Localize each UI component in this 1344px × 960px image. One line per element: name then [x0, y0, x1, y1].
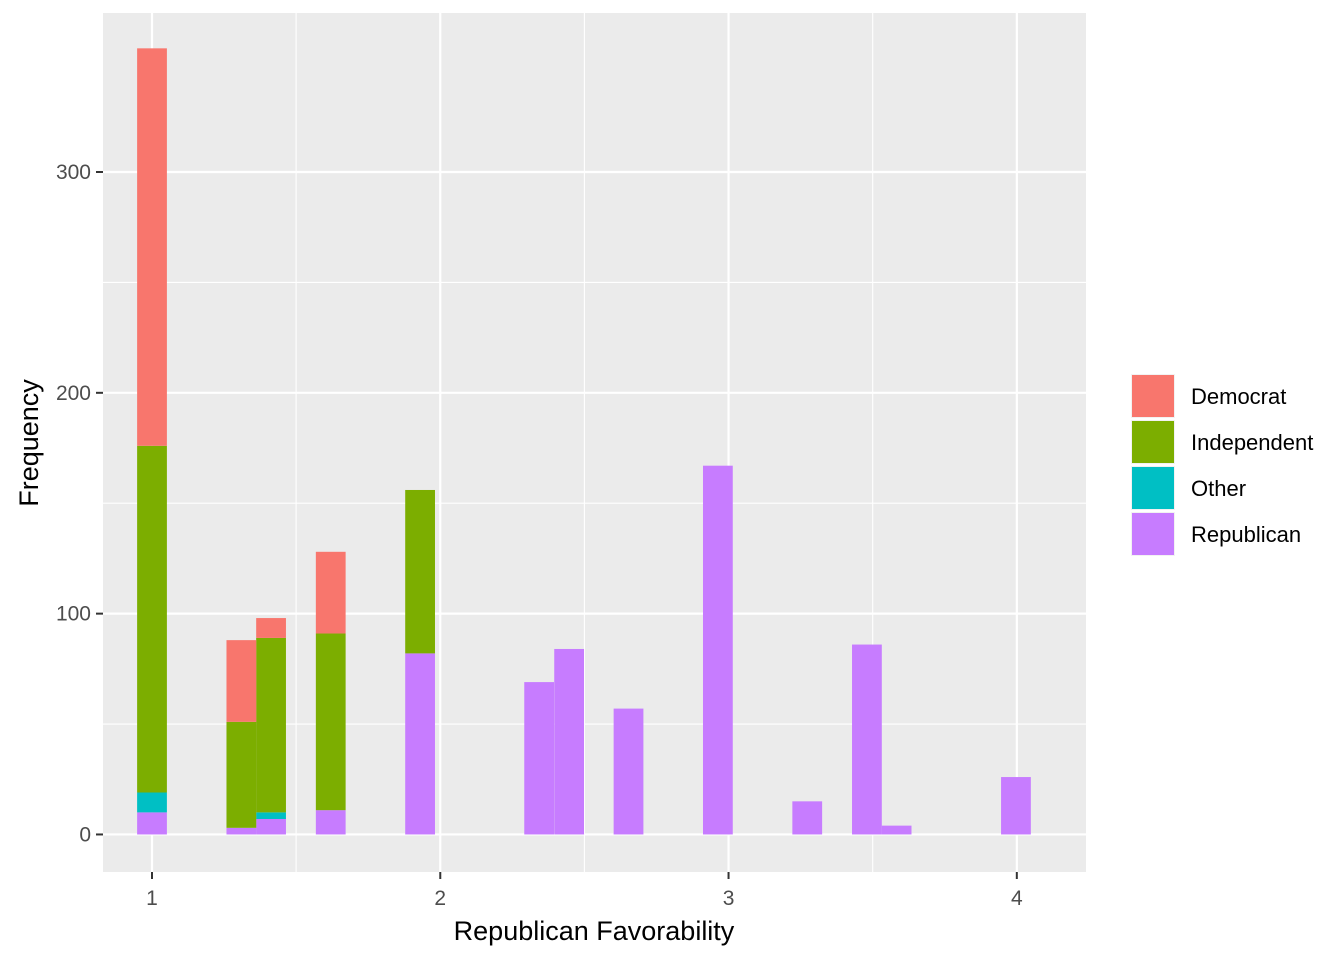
legend-key-republican	[1132, 513, 1174, 555]
bar-republican	[524, 682, 555, 835]
bar-republican	[852, 644, 882, 835]
x-tick-label: 4	[1011, 887, 1023, 910]
legend-key-independent	[1132, 421, 1174, 463]
x-tick-label: 2	[434, 887, 446, 910]
bar-republican	[256, 819, 286, 835]
y-axis-title: Frequency	[14, 379, 44, 507]
bar-republican	[1001, 777, 1031, 835]
bar-democrat	[137, 48, 167, 446]
legend-label-democrat: Democrat	[1191, 384, 1286, 409]
bar-democrat	[315, 551, 346, 634]
legend-label-other: Other	[1191, 476, 1246, 501]
legend-key-other	[1132, 467, 1174, 509]
y-tick-label: 200	[56, 382, 91, 405]
bar-republican	[226, 827, 257, 835]
legend-label-independent: Independent	[1191, 430, 1313, 455]
bar-independent	[405, 489, 435, 654]
x-tick-label: 1	[146, 887, 158, 910]
y-axis: 0 100 200 300	[56, 161, 103, 846]
bar-other	[256, 812, 286, 820]
x-axis: 1 2 3 4	[146, 872, 1023, 910]
bar-other	[137, 792, 167, 813]
bar-republican	[554, 648, 585, 835]
y-tick-label: 100	[56, 603, 91, 626]
legend: Democrat Independent Other Republican	[1131, 374, 1313, 556]
bar-republican	[702, 465, 733, 835]
y-tick-label: 300	[56, 161, 91, 184]
bar-democrat	[226, 640, 257, 722]
bars-layer	[137, 48, 1031, 835]
bar-democrat	[256, 618, 286, 638]
bar-independent	[137, 445, 167, 793]
bar-republican	[315, 810, 346, 835]
bar-independent	[256, 637, 286, 813]
bar-republican	[405, 653, 435, 835]
bar-republican	[792, 801, 823, 835]
y-tick-label: 0	[79, 823, 91, 846]
bar-republican	[881, 825, 912, 835]
bar-independent	[315, 633, 346, 811]
x-axis-title: Republican Favorability	[454, 916, 735, 946]
bar-independent	[226, 721, 257, 828]
legend-key-democrat	[1132, 375, 1174, 417]
bar-republican	[137, 812, 167, 835]
x-tick-label: 3	[723, 887, 735, 910]
bar-republican	[613, 708, 644, 835]
legend-label-republican: Republican	[1191, 522, 1301, 547]
